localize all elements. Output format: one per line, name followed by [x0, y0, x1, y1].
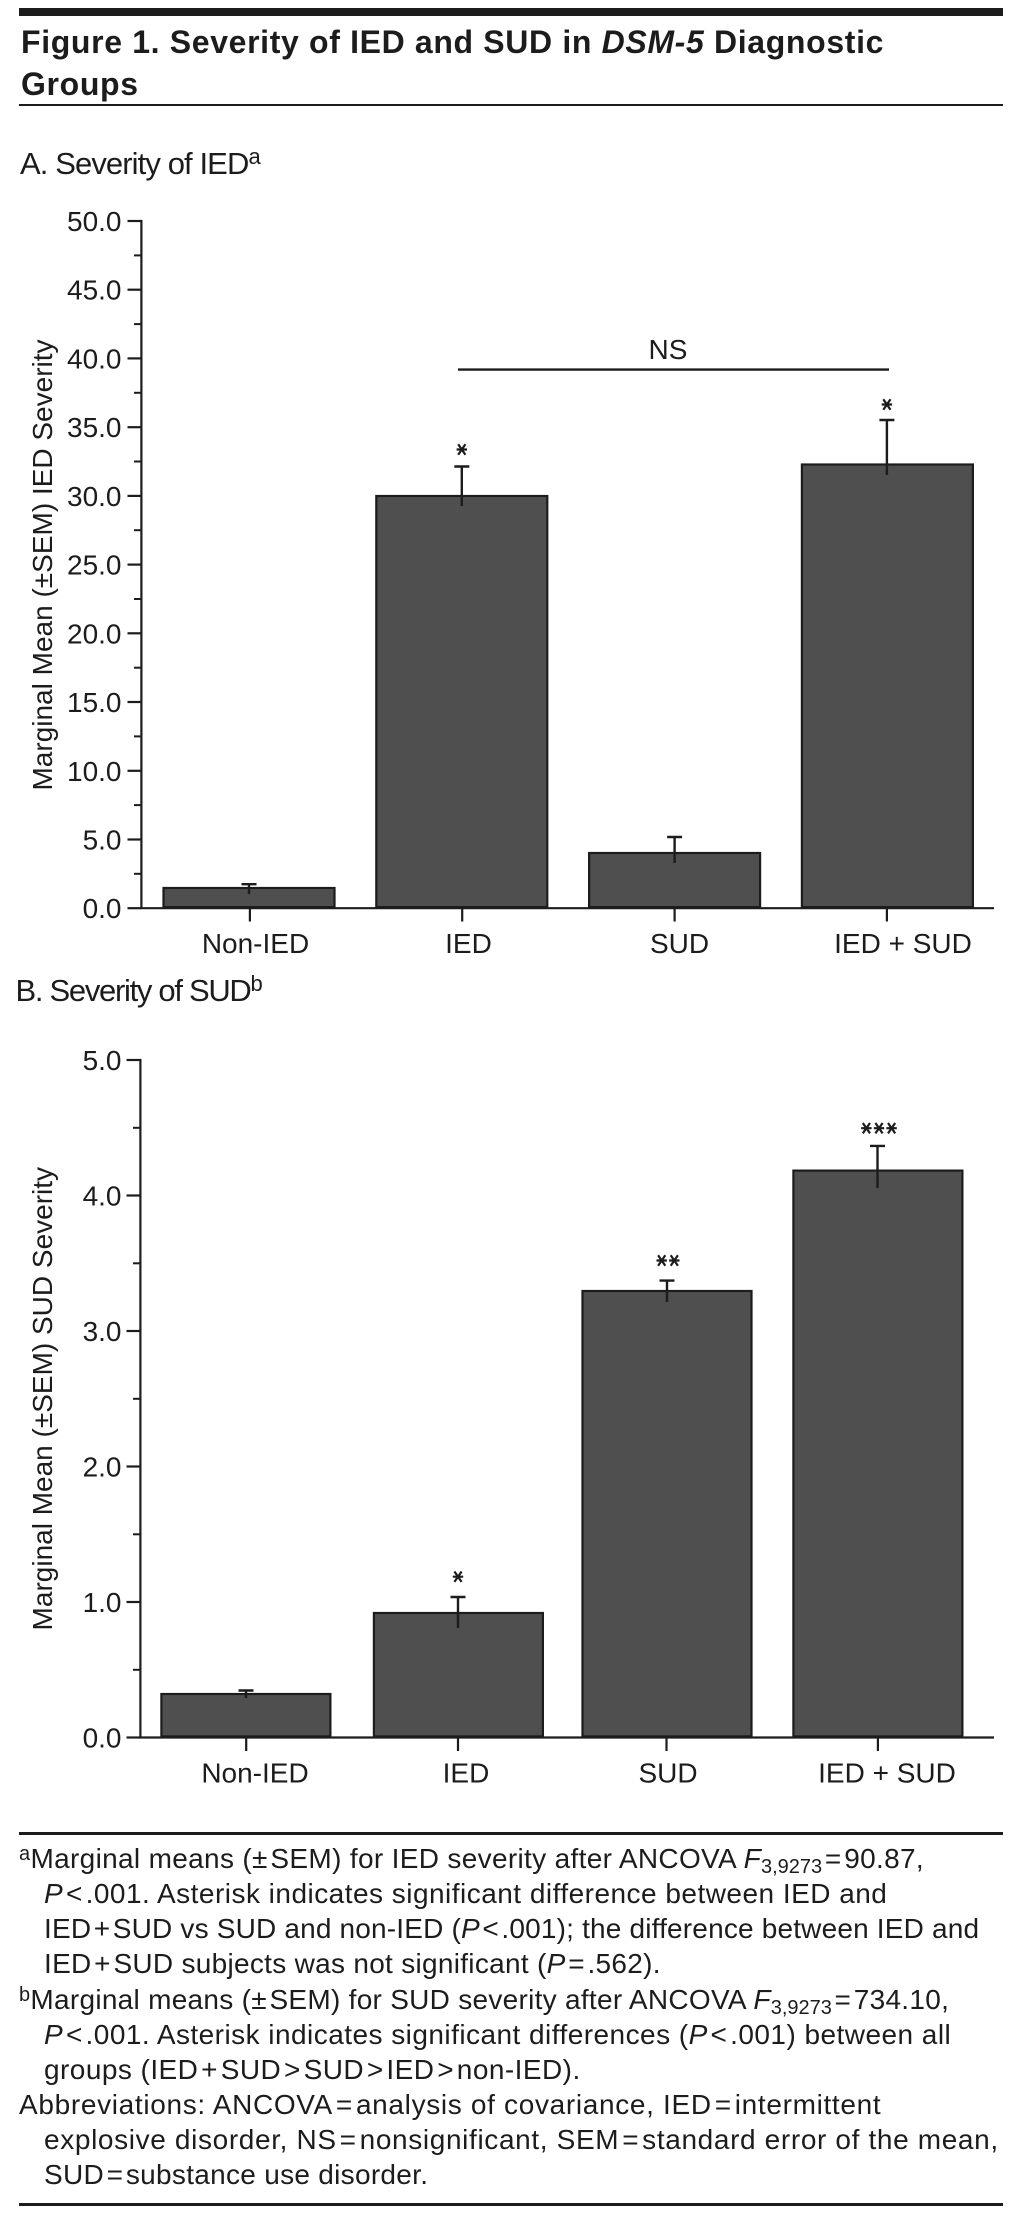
svg-text:10.0: 10.0: [67, 756, 122, 787]
svg-text:IED: IED: [443, 1758, 490, 1789]
svg-text:SUD: SUD: [650, 928, 709, 959]
svg-text:IED + SUD: IED + SUD: [818, 1758, 956, 1789]
svg-text:SUD: SUD: [638, 1758, 697, 1789]
svg-text:15.0: 15.0: [67, 687, 122, 718]
svg-text:Non-IED: Non-IED: [201, 1758, 308, 1789]
svg-text:30.0: 30.0: [67, 481, 122, 512]
svg-text:2.0: 2.0: [83, 1452, 122, 1483]
svg-text:5.0: 5.0: [83, 825, 122, 856]
svg-text:Marginal Mean (±SEM) SUD Sever: Marginal Mean (±SEM) SUD Severity: [27, 1167, 58, 1631]
svg-text:40.0: 40.0: [67, 343, 122, 374]
svg-text:0.0: 0.0: [83, 893, 122, 924]
svg-text:Marginal Mean (±SEM) IED Sever: Marginal Mean (±SEM) IED Severity: [27, 339, 58, 790]
svg-text:35.0: 35.0: [67, 412, 122, 443]
svg-text:IED + SUD: IED + SUD: [834, 928, 972, 959]
svg-text:IED: IED: [445, 928, 492, 959]
svg-text:5.0: 5.0: [83, 1045, 122, 1076]
svg-text:20.0: 20.0: [67, 618, 122, 649]
svg-text:NS: NS: [649, 334, 688, 365]
svg-text:3.0: 3.0: [83, 1316, 122, 1347]
svg-text:25.0: 25.0: [67, 550, 122, 581]
svg-text:1.0: 1.0: [83, 1587, 122, 1618]
svg-text:Non-IED: Non-IED: [202, 928, 309, 959]
svg-text:0.0: 0.0: [83, 1723, 122, 1754]
svg-text:50.0: 50.0: [67, 206, 122, 237]
svg-text:4.0: 4.0: [83, 1181, 122, 1212]
svg-text:45.0: 45.0: [67, 275, 122, 306]
